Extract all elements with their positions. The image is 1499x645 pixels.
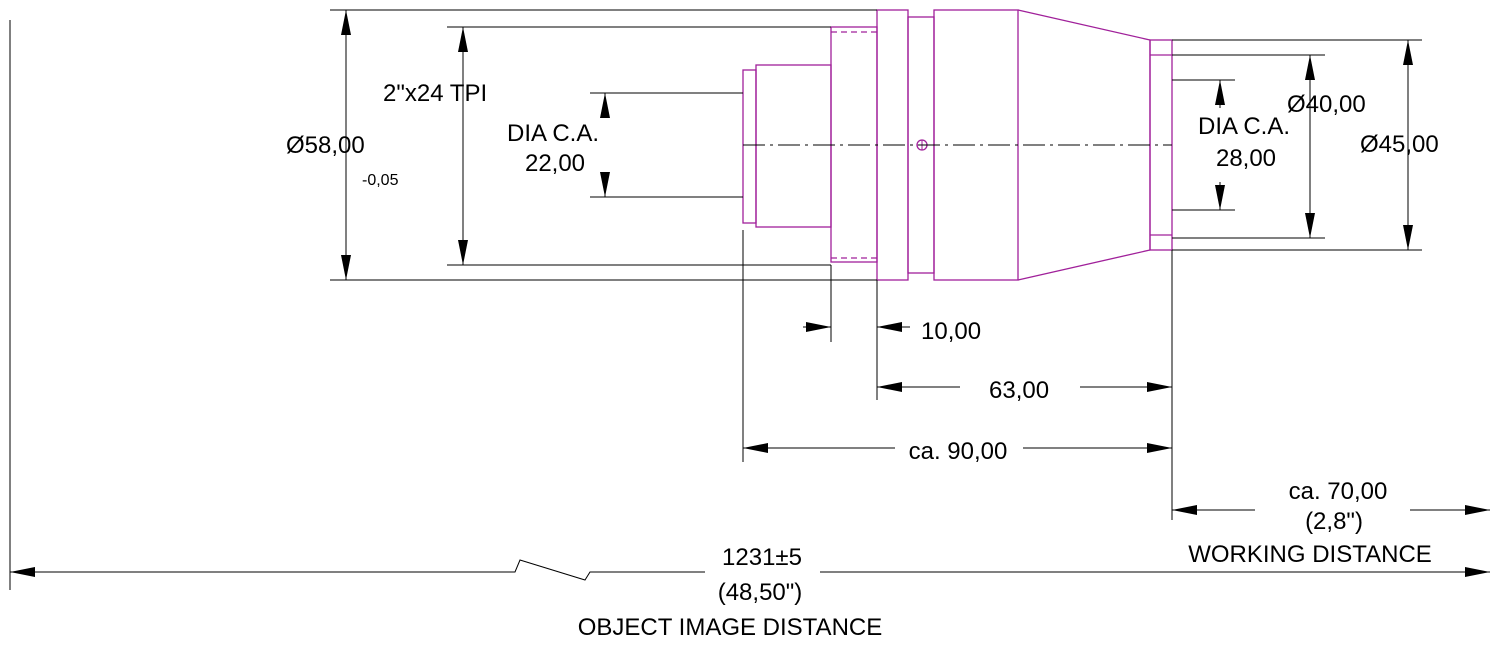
thread-spec-label: 2"x24 TPI xyxy=(383,80,487,107)
object-image-distance-inch: (48,50") xyxy=(718,579,803,606)
length-63-label: 63,00 xyxy=(989,377,1049,404)
length-10-label: 10,00 xyxy=(921,318,981,345)
diameter-45-label: Ø45,00 xyxy=(1360,131,1439,158)
dimension-arrowheads xyxy=(10,10,1490,577)
clear-aperture-front-value: 28,00 xyxy=(1216,145,1276,172)
dimension-lines xyxy=(9,9,1490,590)
object-image-distance-title: OBJECT IMAGE DISTANCE xyxy=(578,614,883,641)
clear-aperture-front-title: DIA C.A. xyxy=(1198,113,1290,140)
outer-diameter-label: Ø58,00 xyxy=(286,132,365,159)
outer-diameter-tolerance: -0,05 xyxy=(362,172,399,189)
clear-aperture-rear-value: 22,00 xyxy=(525,150,585,177)
length-90-label: ca. 90,00 xyxy=(909,438,1008,465)
clear-aperture-rear-title: DIA C.A. xyxy=(507,120,599,147)
working-distance-value: ca. 70,00 xyxy=(1289,478,1388,505)
diameter-40-label: Ø40,00 xyxy=(1287,91,1366,118)
object-image-distance-value: 1231±5 xyxy=(722,544,802,571)
rear-cylinder xyxy=(755,64,832,228)
rear-step-ring xyxy=(742,69,757,224)
working-distance-title: WORKING DISTANCE xyxy=(1188,541,1432,568)
working-distance-inch: (2,8") xyxy=(1305,508,1363,535)
